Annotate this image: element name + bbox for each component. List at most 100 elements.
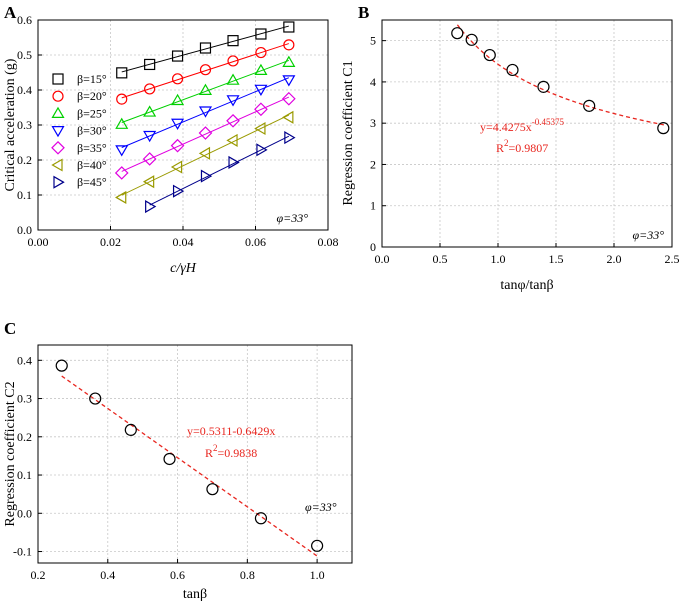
panel-a-point <box>114 166 129 180</box>
panel-c-r2-value: =0.9838 <box>218 446 258 460</box>
panel-c-xtick-label: 0.2 <box>31 568 46 582</box>
panel-a-point <box>198 126 213 140</box>
panel-a-ytick-label: 0.2 <box>17 153 32 167</box>
panel-a-point <box>171 50 184 62</box>
panel-b-xtick-label: 1.5 <box>549 252 564 266</box>
panel-b-point <box>583 99 596 112</box>
panel-a-point <box>171 93 185 106</box>
panel-c-xtick-label: 1.0 <box>310 568 325 582</box>
panel-a-point <box>172 184 185 198</box>
panel-c-ylabel: Regression coefficient C2 <box>3 381 18 526</box>
panel-a-fit-line <box>121 59 290 123</box>
panel-a-point <box>255 28 267 40</box>
panel-c-fit <box>61 375 318 557</box>
panel-b-point <box>483 48 496 62</box>
panel-a-fit-line <box>121 114 290 196</box>
panel-a-point <box>254 84 268 96</box>
panel-a-point <box>282 110 294 124</box>
panel-a-legend-label: β=25° <box>77 106 107 120</box>
panel-c-ytick-label: 0.4 <box>17 353 32 367</box>
panel-b-ytick-label: 2 <box>370 157 376 171</box>
panel-a-point <box>199 64 212 76</box>
panel-a-point <box>115 190 127 204</box>
panel-c-point <box>206 483 219 496</box>
panel-a-point <box>226 133 238 147</box>
panel-a-fit-line <box>121 25 289 73</box>
panel-a-point <box>170 160 183 174</box>
panel-a-xtick-label: 0.04 <box>173 235 194 249</box>
panel-b-letter: B <box>358 3 369 22</box>
panel-a-point <box>256 143 268 157</box>
panel-c-r2: R2=0.9838 <box>205 443 257 460</box>
panel-a-xtick-label: 0.06 <box>245 235 266 249</box>
panel-b-frame <box>381 19 673 248</box>
panel-a-point <box>200 169 213 183</box>
panel-a-fit-line <box>149 135 290 206</box>
panel-c-fit-line <box>61 375 318 557</box>
panel-c-point <box>55 359 68 372</box>
panel-a-ytick-label: 0.4 <box>17 83 32 97</box>
panel-a-ticks: 0.00 0.02 0.04 0.06 0.08 0.0 0.1 0.2 0.3 0.4 0.5 0.… <box>17 13 339 249</box>
panel-c-ytick-label: 0.1 <box>17 468 32 482</box>
panel-a-point <box>170 138 185 153</box>
panel-a-point <box>227 35 239 47</box>
panel-a-legend-label: β=15° <box>77 72 107 86</box>
panel-a-point <box>226 73 240 85</box>
panel-b-r2-value: =0.9807 <box>509 141 549 155</box>
panel-a-point <box>143 105 157 117</box>
panel-c-r2-sup: 2 <box>213 443 218 453</box>
panel-a-point <box>283 21 295 33</box>
panel-b-fit <box>456 24 665 126</box>
panel-c-point <box>163 452 176 466</box>
panel-a-point <box>284 131 296 145</box>
panel-a-ytick-label: 0.1 <box>17 188 32 202</box>
panel-a-point <box>198 83 213 95</box>
panel-c-point <box>311 539 324 552</box>
panel-c-grid <box>38 345 352 563</box>
panel-a-point <box>228 155 240 169</box>
panel-a-point <box>171 118 185 130</box>
panel-b-xtick-label: 0.0 <box>375 252 390 266</box>
panel-b-series <box>451 27 670 135</box>
panel-a-xlabel: c/γH <box>170 261 197 276</box>
panel-b-r2-letter: R <box>496 141 504 155</box>
panel-b-point <box>465 33 478 46</box>
panel-b-equation: y=4.4275x-0.45375 <box>480 117 565 134</box>
panel-a-legend-marker <box>52 73 64 85</box>
panel-b-point <box>506 63 519 77</box>
panel-a-ytick-label: 0.0 <box>17 223 32 237</box>
panel-a-legend-label: β=45° <box>77 175 107 189</box>
panel-c-xtick-label: 0.6 <box>170 568 185 582</box>
panel-c-xlabel: tanβ <box>183 587 207 602</box>
panel-a-fit-line <box>121 96 290 172</box>
panel-b-ylabel: Regression coefficient C1 <box>341 60 356 205</box>
panel-a-xtick-label: 0.08 <box>318 235 339 249</box>
panel-c-ytick-label: 0.0 <box>17 506 32 520</box>
panel-b-ytick-label: 5 <box>370 34 376 48</box>
panel-c-point <box>254 512 268 525</box>
panel-b-xlabel: tanφ/tanβ <box>500 278 553 293</box>
panel-b-fit-curve <box>456 24 665 126</box>
panel-a-point <box>144 83 156 95</box>
panel-a-legend: β=15° β=20° β=25° β=30° β=35° β=40° β=45° <box>51 72 107 189</box>
panel-b-xtick-label: 0.5 <box>433 252 448 266</box>
panel-c-ytick-label: 0.3 <box>17 392 32 406</box>
panel-c-letter: C <box>4 319 16 338</box>
panel-a-point <box>142 152 157 166</box>
panel-b-point <box>451 27 464 40</box>
panel-b-xtick-label: 1.0 <box>491 252 506 266</box>
panel-a-legend-marker <box>51 106 65 119</box>
panel-a-series <box>114 21 296 214</box>
panel-b: B 0.0 0.5 1.0 1.5 2.0 2.5 0 1 2 3 4 5 y=4.4275x-0.4… <box>341 3 680 293</box>
panel-a-point <box>254 63 268 76</box>
panel-c-frame <box>37 344 353 564</box>
panel-a-xtick-label: 0.02 <box>100 235 121 249</box>
panel-a: A 0.00 0.02 0.04 0.06 0.08 0.0 0.1 0.2 0.3 0.4 0.5… <box>3 3 339 276</box>
panel-b-point <box>537 80 550 93</box>
panel-b-equation-exponent: -0.45375 <box>532 117 565 127</box>
panel-b-r2-sup: 2 <box>504 138 509 148</box>
panel-c-ytick-label: 0.2 <box>17 430 32 444</box>
panel-c: C 0.2 0.4 0.6 0.8 1.0 -0.1 0.0 0.1 0.2 0.3 0.4 y=0… <box>3 319 353 602</box>
panel-a-ytick-label: 0.5 <box>17 48 32 62</box>
panel-a-annotation: φ=33° <box>276 211 308 225</box>
